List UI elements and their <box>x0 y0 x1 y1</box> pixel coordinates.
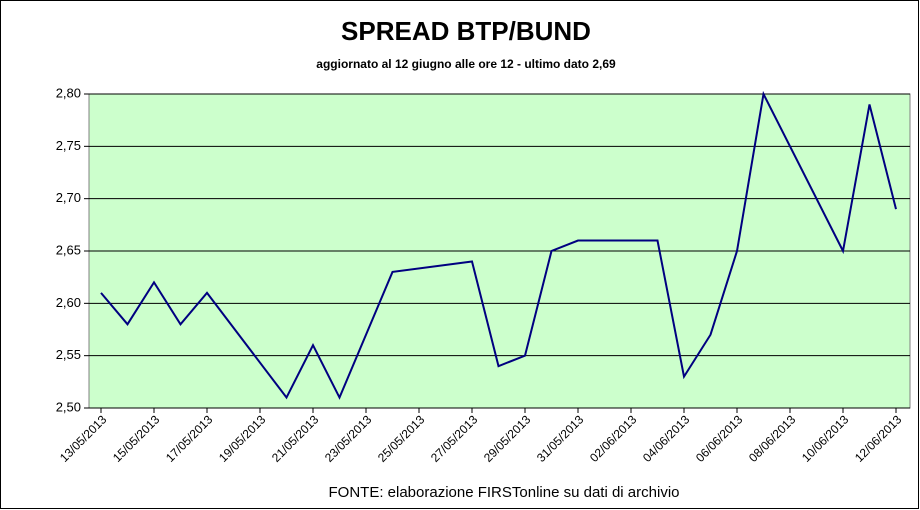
y-tick-label: 2,60 <box>56 295 81 310</box>
chart-title: SPREAD BTP/BUND <box>341 16 591 46</box>
y-tick-label: 2,80 <box>56 85 81 100</box>
y-tick-label: 2,65 <box>56 242 81 257</box>
y-tick-label: 2,75 <box>56 138 81 153</box>
source-note: FONTE: elaborazione FIRSTonline su dati … <box>329 484 680 501</box>
y-tick-label: 2,70 <box>56 190 81 205</box>
y-tick-label: 2,50 <box>56 399 81 414</box>
y-tick-label: 2,55 <box>56 347 81 362</box>
chart-subtitle: aggiornato al 12 giugno alle ore 12 - ul… <box>316 57 616 71</box>
data-line <box>100 90 897 400</box>
